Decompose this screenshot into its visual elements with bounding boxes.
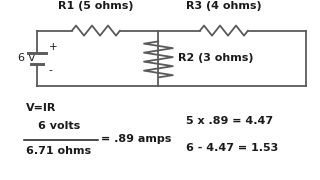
Text: R2 (3 ohms): R2 (3 ohms)	[178, 53, 253, 64]
Text: 5 x .89 = 4.47: 5 x .89 = 4.47	[186, 116, 273, 126]
Text: 6 v: 6 v	[18, 53, 35, 64]
Text: 6 volts: 6 volts	[38, 121, 81, 131]
Text: 6 - 4.47 = 1.53: 6 - 4.47 = 1.53	[186, 143, 278, 153]
Text: R3 (4 ohms): R3 (4 ohms)	[186, 1, 262, 11]
Text: V=IR: V=IR	[26, 103, 56, 113]
Text: 6.71 ohms: 6.71 ohms	[26, 146, 91, 156]
Text: +: +	[49, 42, 58, 52]
Text: R1 (5 ohms): R1 (5 ohms)	[58, 1, 134, 11]
Text: -: -	[49, 65, 53, 75]
Text: = .89 amps: = .89 amps	[101, 134, 171, 145]
